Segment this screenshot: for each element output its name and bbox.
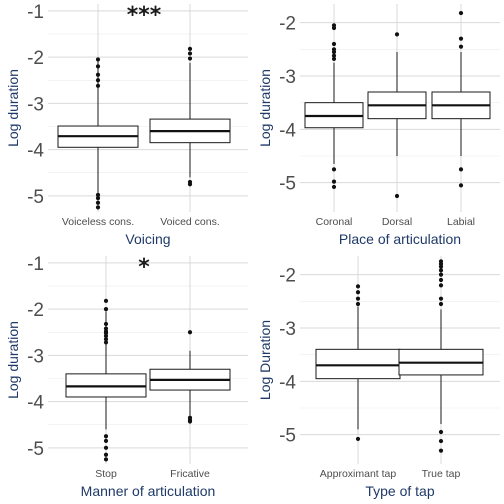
- x-tick-label: Approximant tap: [320, 468, 397, 480]
- outlier-point: [356, 290, 360, 294]
- y-tick-label: -3: [27, 94, 44, 115]
- outlier-point: [104, 457, 108, 461]
- x-tick-label: Voiceless cons.: [62, 216, 134, 228]
- outlier-point: [188, 182, 192, 186]
- outlier-point: [356, 284, 360, 288]
- panel-3: -1 -2 -3 -4 -5 Stop Fricative Manner of articul…: [5, 254, 248, 499]
- outlier-point: [356, 297, 360, 301]
- x-tick-label: Fricative: [170, 468, 210, 480]
- outlier-point: [459, 11, 463, 15]
- outlier-point: [104, 299, 108, 303]
- outlier-point: [96, 196, 100, 200]
- y-tick-label: -3: [279, 319, 296, 340]
- x-tick-label: Coronal: [316, 216, 353, 228]
- x-tick-label: True tap: [422, 468, 461, 480]
- y-tick-label: -5: [27, 187, 44, 208]
- outlier-point: [332, 42, 336, 46]
- y-tick-label: -4: [279, 372, 296, 393]
- x-axis-label: Type of tap: [365, 483, 434, 499]
- outlier-point: [104, 340, 108, 344]
- y-tick-label: -4: [27, 141, 44, 162]
- y-tick-label: -3: [27, 346, 44, 367]
- outlier-point: [188, 330, 192, 334]
- y-tick-label: -1: [27, 2, 44, 23]
- y-tick-label: -5: [279, 174, 296, 195]
- outlier-point: [104, 453, 108, 457]
- outlier-point: [332, 57, 336, 61]
- outlier-point: [332, 185, 336, 189]
- outlier-point: [104, 446, 108, 450]
- outlier-point: [459, 183, 463, 187]
- outlier-point: [439, 439, 443, 443]
- x-tick-label: Voiced cons.: [160, 216, 220, 228]
- outlier-point: [439, 430, 443, 434]
- outlier-point: [96, 57, 100, 61]
- outlier-point: [96, 84, 100, 88]
- panel-4: -2 -3 -4 -5 Approximant tap True tap Type of t…: [257, 256, 500, 499]
- box-voiced-cons: [150, 47, 230, 187]
- x-axis-label: Voicing: [125, 231, 170, 247]
- iqr-box: [316, 349, 400, 378]
- outlier-point: [439, 268, 443, 272]
- outlier-point: [96, 205, 100, 209]
- x-axis-label: Place of articulation: [339, 231, 461, 247]
- outlier-point: [332, 50, 336, 54]
- outlier-point: [104, 322, 108, 326]
- outlier-point: [96, 64, 100, 68]
- outlier-point: [439, 449, 443, 453]
- panel-1: -1 -2 -3 -4 -5 Voiceless cons. Voiced cons. Voi…: [5, 2, 248, 247]
- y-tick-label: -4: [279, 120, 296, 141]
- x-tick-label: Dorsal: [382, 216, 412, 228]
- outlier-point: [332, 167, 336, 171]
- outlier-point: [96, 78, 100, 82]
- outlier-point: [459, 37, 463, 41]
- outlier-point: [188, 56, 192, 60]
- y-tick-label: -3: [279, 67, 296, 88]
- significance-annotation: ***: [127, 3, 162, 28]
- y-tick-label: -2: [279, 14, 296, 35]
- outlier-point: [332, 180, 336, 184]
- panel-2: -2 -3 -4 -5 Coronal Dorsal Labial Place of arti…: [257, 4, 500, 247]
- y-axis-label: Log duration: [257, 69, 273, 147]
- outlier-point: [96, 201, 100, 205]
- outlier-point: [96, 73, 100, 77]
- y-tick-label: -2: [279, 266, 296, 287]
- outlier-point: [332, 26, 336, 30]
- box-approximant-tap: [316, 284, 400, 441]
- outlier-point: [188, 51, 192, 55]
- outlier-point: [395, 32, 399, 36]
- outlier-point: [188, 47, 192, 51]
- outlier-point: [356, 302, 360, 306]
- outlier-point: [104, 307, 108, 311]
- y-axis-label: Log Duration: [257, 320, 273, 400]
- y-axis-label: Log duration: [5, 321, 21, 399]
- y-tick-label: -4: [27, 393, 44, 414]
- y-tick-label: -2: [27, 300, 44, 321]
- y-tick-label: -5: [27, 439, 44, 460]
- x-tick-label: Labial: [447, 216, 475, 228]
- outlier-point: [439, 273, 443, 277]
- outlier-point: [439, 278, 443, 282]
- x-axis-label: Manner of articulation: [81, 483, 216, 499]
- outlier-point: [104, 439, 108, 443]
- significance-annotation: *: [138, 255, 150, 280]
- outlier-point: [439, 297, 443, 301]
- outlier-point: [395, 194, 399, 198]
- box-stop: [66, 299, 146, 462]
- outlier-point: [459, 45, 463, 49]
- y-tick-label: -5: [279, 426, 296, 447]
- y-tick-label: -2: [27, 48, 44, 69]
- outlier-point: [459, 167, 463, 171]
- outlier-point: [439, 265, 443, 269]
- outlier-point: [188, 419, 192, 423]
- outlier-point: [104, 434, 108, 438]
- y-axis-label: Log duration: [5, 69, 21, 147]
- outlier-point: [356, 437, 360, 441]
- x-tick-label: Stop: [95, 468, 117, 480]
- y-tick-label: -1: [27, 254, 44, 275]
- outlier-point: [439, 302, 443, 306]
- outlier-point: [439, 283, 443, 287]
